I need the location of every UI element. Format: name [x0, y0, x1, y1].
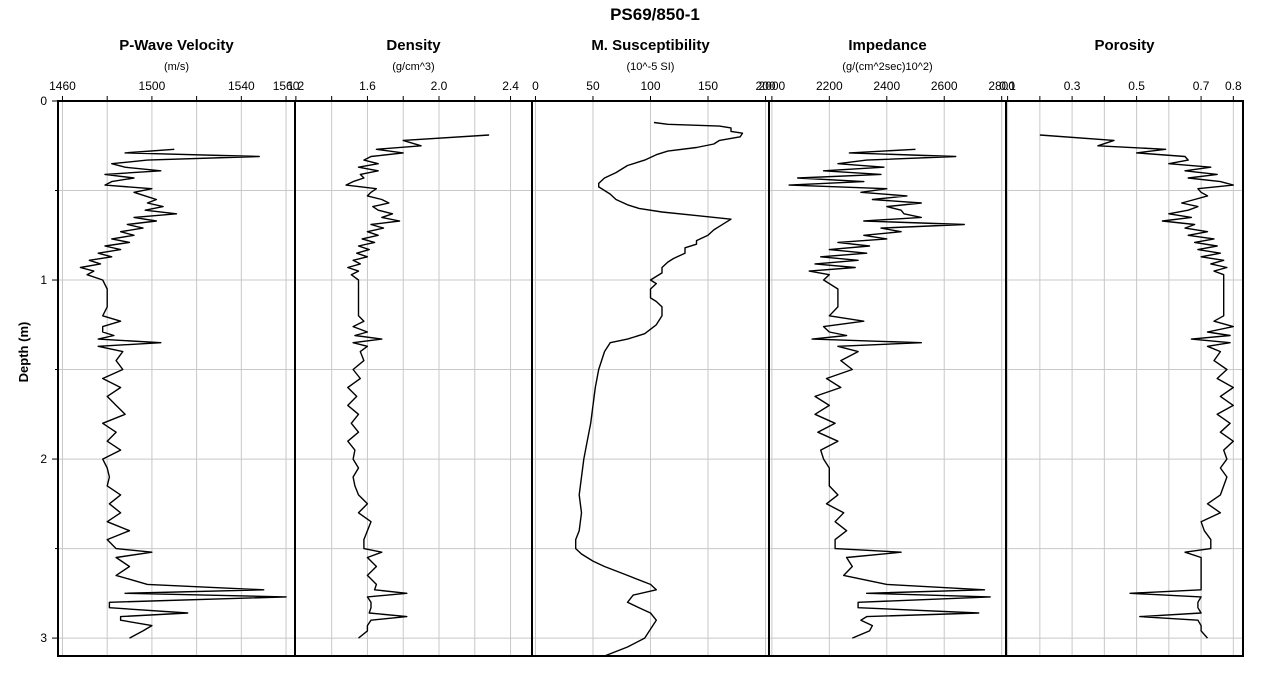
series-line	[79, 148, 287, 639]
depth-axis-label: Depth (m)	[16, 322, 31, 383]
x-tick-label: 0.1	[999, 79, 1016, 93]
depth-tick-label: 1	[40, 273, 47, 287]
x-tick-label: 0.5	[1128, 79, 1145, 93]
series-line	[1039, 134, 1234, 639]
x-tick-label: 1560	[273, 79, 300, 93]
panel-unit: (m/s)	[164, 61, 189, 73]
depth-tick-label: 0	[40, 94, 47, 108]
panel-unit: (g/(cm^2sec)10^2)	[842, 61, 932, 73]
x-tick-label: 2000	[759, 79, 786, 93]
panel-title: Impedance	[848, 37, 926, 54]
series-line	[345, 134, 490, 639]
x-tick-label: 2400	[873, 79, 900, 93]
x-tick-label: 0.7	[1193, 79, 1210, 93]
series-line	[575, 121, 744, 657]
x-tick-label: 1.2	[288, 79, 305, 93]
panel-unit: (g/cm^3)	[392, 61, 434, 73]
panel-impedance: 2000 2200 2400 2600 2800 Impedance (g/(cm^2sec…	[759, 37, 1015, 657]
x-tick-label: 1540	[228, 79, 255, 93]
panel-frame	[1005, 100, 1244, 657]
x-tick-label: 100	[640, 79, 660, 93]
panel-unit: (10^-5 SI)	[627, 61, 675, 73]
chart-title: PS69/850-1	[610, 5, 700, 24]
x-tick-label: 0.8	[1225, 79, 1242, 93]
x-tick-label: 2.0	[431, 79, 448, 93]
series-line	[788, 148, 991, 639]
depth-tick-label: 3	[40, 631, 47, 645]
x-tick-label: 0	[532, 79, 539, 93]
panel-m-susceptibility: 0 50 100 150 200 M. Susceptibility (10^-5 SI)	[531, 37, 776, 657]
x-tick-label: 200	[756, 79, 776, 93]
x-tick-label: 2600	[931, 79, 958, 93]
x-tick-label: 2200	[816, 79, 843, 93]
x-tick-label: 150	[698, 79, 718, 93]
x-tick-label: 0.3	[1064, 79, 1081, 93]
x-tick-label: 2.4	[502, 79, 519, 93]
x-tick-label: 1.6	[359, 79, 376, 93]
x-tick-label: 1460	[49, 79, 76, 93]
panel-title: Density	[386, 37, 441, 54]
panel-title: P-Wave Velocity	[119, 37, 234, 54]
x-tick-label: 50	[586, 79, 600, 93]
depth-tick-label: 2	[40, 452, 47, 466]
panel-title: M. Susceptibility	[591, 37, 710, 54]
x-tick-label: 2800	[988, 79, 1015, 93]
x-tick-label: 1500	[139, 79, 166, 93]
panel-porosity: 0.1 0.3 0.5 0.7 0.8 Porosity	[999, 37, 1244, 657]
panel-title: Porosity	[1094, 37, 1155, 54]
